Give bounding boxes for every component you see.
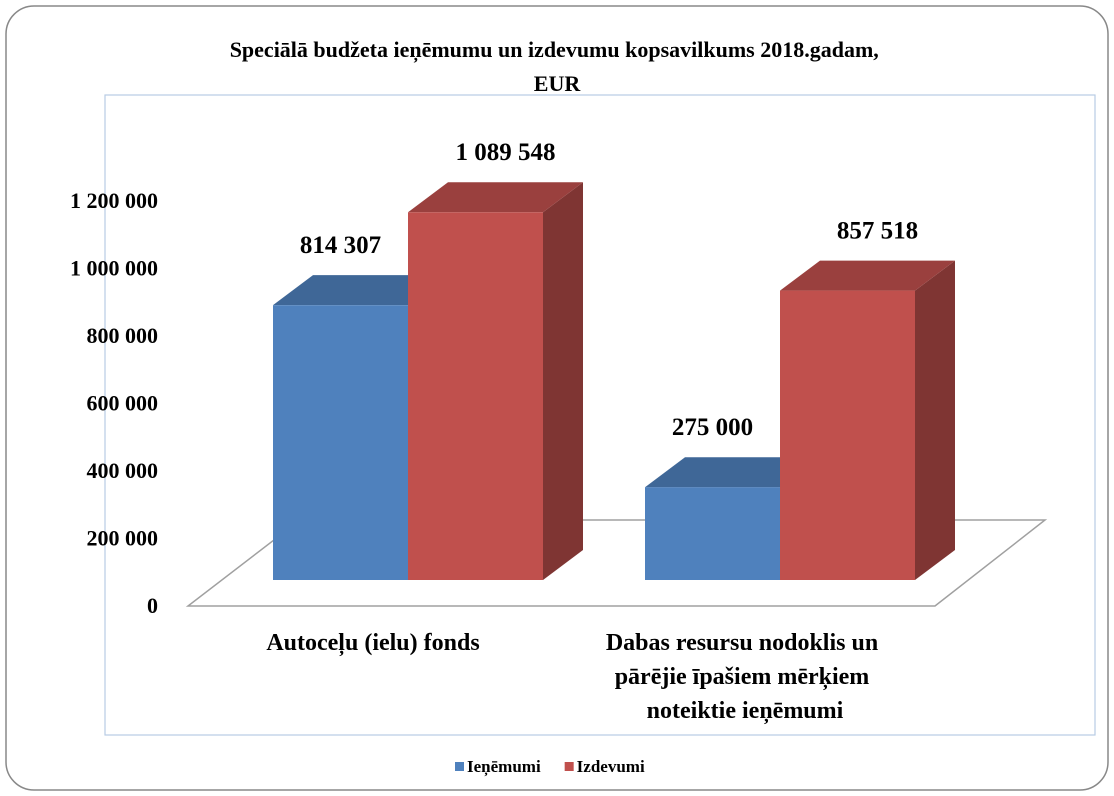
bar-side xyxy=(915,260,955,580)
bar-front xyxy=(645,487,780,580)
bar-top xyxy=(408,182,583,213)
value-label: 275 000 xyxy=(672,414,753,441)
y-tick-label: 800 000 xyxy=(87,323,159,348)
bar xyxy=(408,182,583,580)
bar-front xyxy=(780,290,915,580)
x-tick-label-line: noteiktie ieņēmumi xyxy=(647,698,844,725)
x-tick-label-line: Autoceļu (ielu) fonds xyxy=(266,630,479,657)
legend-swatch xyxy=(455,762,464,771)
bar-front xyxy=(408,212,543,580)
bar-top xyxy=(645,457,820,488)
bar-side xyxy=(543,182,583,580)
value-label: 857 518 xyxy=(837,217,918,244)
legend-label: Izdevumi xyxy=(577,757,645,776)
x-tick-label: Dabas resursu nodoklis un pārējie īpašie… xyxy=(606,630,884,725)
bar xyxy=(780,260,955,580)
legend-label: Ieņēmumi xyxy=(467,757,541,777)
plot-frame xyxy=(104,94,1096,736)
chart-title-line: Speciālā budžeta ieņēmumu un izdevumu ko… xyxy=(230,37,885,63)
legend-swatch xyxy=(564,762,574,771)
bar-front xyxy=(273,305,408,580)
chart-title: Speciālā budžeta ieņēmumu un izdevumu ko… xyxy=(230,37,885,96)
y-tick-label: 200 000 xyxy=(87,526,159,551)
y-tick-label: 0 xyxy=(147,593,158,618)
y-tick-label: 600 000 xyxy=(87,391,159,416)
value-label: 814 307 xyxy=(300,232,381,259)
x-tick-label: Autoceļu (ielu) fonds xyxy=(266,630,479,657)
y-tick-label: 400 000 xyxy=(87,458,159,483)
value-label: 1 089 548 xyxy=(456,139,556,166)
x-tick-label-line: Dabas resursu nodoklis un xyxy=(606,630,884,656)
y-tick-label: 1 000 000 xyxy=(70,256,158,281)
x-tick-label-line: pārējie īpašiem mērķiem xyxy=(615,664,876,691)
bar-top xyxy=(273,275,448,306)
y-tick-label: 1 200 000 xyxy=(70,188,158,213)
chart-title-line: EUR xyxy=(534,71,582,96)
bar-top xyxy=(780,260,955,291)
